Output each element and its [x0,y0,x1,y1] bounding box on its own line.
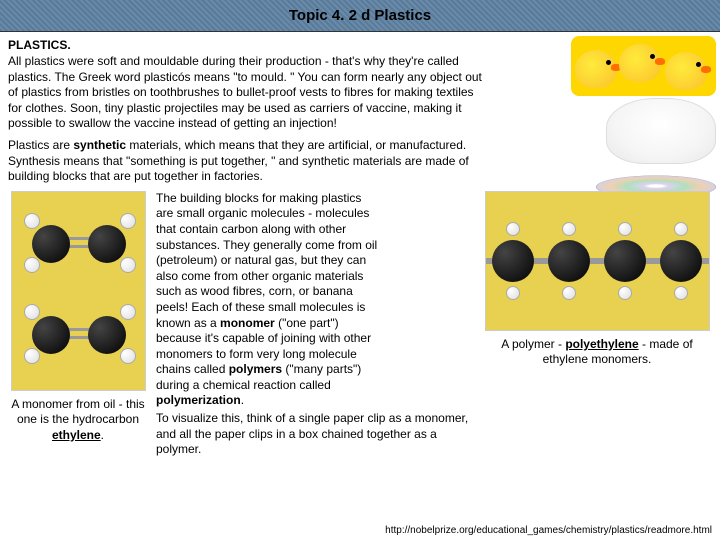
columns-row: A monomer from oil - this one is the hyd… [8,191,712,458]
polymer-column: A polymer - polyethylene - made of ethyl… [482,191,712,368]
page-title: Topic 4. 2 d Plastics [289,7,431,24]
intro-paragraph-1: All plastics were soft and mouldable dur… [8,54,488,132]
polymer-caption: A polymer - polyethylene - made of ethyl… [482,337,712,368]
middle-text-column: The building blocks for making plastics … [156,191,474,458]
section-heading: PLASTICS. [8,38,712,52]
main-content: PLASTICS. All plastics were soft and mou… [0,32,720,464]
page-header: Topic 4. 2 d Plastics [0,0,720,32]
polymer-diagram [485,191,710,331]
monomer-column: A monomer from oil - this one is the hyd… [8,191,148,444]
intro-paragraph-2: Plastics are synthetic materials, which … [8,138,488,185]
monomer-diagram [11,191,146,391]
monomer-caption: A monomer from oil - this one is the hyd… [8,397,148,444]
source-url: http://nobelprize.org/educational_games/… [385,525,712,536]
